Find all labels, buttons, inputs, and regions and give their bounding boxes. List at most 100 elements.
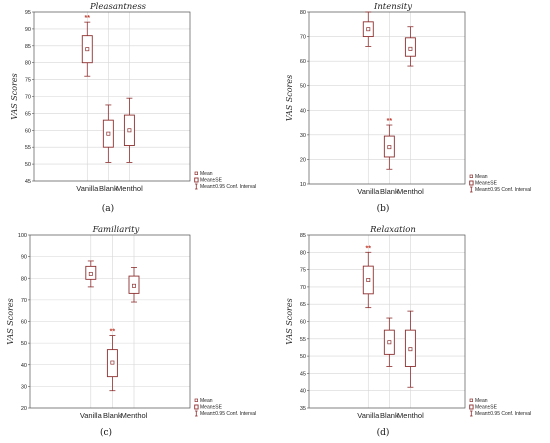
- panel-label: (d): [377, 427, 390, 438]
- chart-title: Relaxation: [369, 225, 416, 235]
- box-vanilla: **: [81, 15, 93, 77]
- y-tick-label: 50: [21, 341, 27, 347]
- x-category-label: Vanilla: [357, 411, 380, 420]
- legend-ci: Mean±0.95 Conf. Interval: [200, 411, 256, 417]
- y-tick-label: 70: [25, 95, 31, 101]
- y-tick-label: 70: [300, 35, 306, 41]
- x-category-label: Menthol: [116, 184, 143, 193]
- y-tick-label: 60: [300, 320, 306, 326]
- mean-marker: [387, 145, 392, 150]
- y-tick-label: 30: [300, 133, 306, 139]
- significance-stars: **: [387, 118, 393, 125]
- legend-mean-icon: [469, 398, 473, 402]
- legend-ci: Mean±0.95 Conf. Interval: [200, 184, 256, 190]
- x-category-label: Blank: [380, 187, 399, 196]
- y-tick-label: 80: [300, 250, 306, 256]
- box-blank: **: [383, 118, 395, 170]
- y-tick-label: 30: [21, 384, 27, 390]
- mean-marker: [132, 283, 136, 288]
- y-tick-label: 65: [300, 302, 306, 308]
- chart-title: Intensity: [373, 2, 412, 12]
- y-tick-label: 50: [300, 84, 306, 90]
- legend-mean: Mean: [200, 171, 213, 177]
- y-tick-label: 45: [300, 371, 306, 377]
- legend-se: Mean±SE: [475, 405, 498, 411]
- y-tick-label: 75: [25, 78, 31, 84]
- mean-marker: [408, 46, 413, 51]
- plot-frame: [29, 234, 191, 409]
- y-tick-label: 40: [300, 389, 306, 395]
- y-tick-label: 75: [300, 268, 306, 274]
- x-category-label: Vanilla: [76, 184, 99, 193]
- significance-stars: **: [110, 329, 116, 336]
- y-tick-label: 20: [300, 157, 306, 163]
- y-tick-label: 80: [300, 10, 306, 16]
- legend-se-icon: [194, 404, 199, 410]
- legend-mean-icon: [194, 398, 198, 402]
- y-tick-label: 100: [18, 233, 27, 239]
- y-tick-label: 90: [21, 255, 27, 261]
- legend-se: Mean±SE: [475, 181, 498, 187]
- legend-mean: Mean: [475, 398, 488, 404]
- mean-marker: [366, 278, 371, 282]
- plot-frame: [33, 11, 191, 182]
- panel-label: (b): [377, 203, 390, 214]
- y-tick-label: 80: [21, 276, 27, 282]
- box-vanilla: [85, 260, 97, 288]
- box-vanilla: [362, 11, 374, 47]
- legend-se-icon: [194, 177, 199, 183]
- chart-panel-4: Relaxation 35 40 45 50 55 60 65 70 75 80 85 VAS Scor…: [285, 225, 531, 438]
- y-tick-label: 85: [25, 44, 31, 50]
- y-tick-label: 40: [21, 363, 27, 369]
- y-tick-label: 80: [25, 61, 31, 67]
- legend-se: Mean±SE: [200, 178, 223, 184]
- box-menthol: [128, 267, 140, 303]
- x-category-label: Menthol: [121, 411, 148, 420]
- chart-panel-2: Intensity 10 20 30 40 50 60 70 80 VAS Scores Vanil…: [285, 2, 531, 214]
- y-tick-label: 95: [25, 10, 31, 16]
- plot-frame: [308, 11, 466, 185]
- plot-frame: [308, 234, 466, 409]
- y-tick-label: 55: [25, 145, 31, 151]
- y-tick-label: 50: [300, 354, 306, 360]
- y-axis-label: VAS Scores: [285, 75, 294, 121]
- x-category-label: Blank: [103, 411, 122, 420]
- y-tick-label: 50: [25, 162, 31, 168]
- chart-title: Pleasantness: [89, 2, 147, 12]
- mean-marker: [110, 360, 115, 365]
- legend-se-icon: [469, 404, 474, 410]
- box-vanilla: **: [362, 245, 374, 309]
- box-menthol: [123, 97, 135, 163]
- y-tick-label: 65: [25, 111, 31, 117]
- mean-marker: [366, 27, 371, 32]
- legend-se-icon: [469, 180, 474, 186]
- y-axis-label: VAS Scores: [6, 298, 15, 344]
- y-tick-label: 40: [300, 108, 306, 114]
- chart-panel-1: Pleasantness 45 50 55 60 65 70 75 80 85 90 95 VAS Sc…: [10, 2, 256, 214]
- mean-marker: [106, 131, 111, 136]
- box-blank: [383, 317, 395, 367]
- y-tick-label: 85: [300, 233, 306, 239]
- legend-mean-icon: [469, 174, 473, 178]
- legend-mean: Mean: [200, 398, 213, 404]
- x-category-label: Blank: [380, 411, 399, 420]
- legend-ci: Mean±0.95 Conf. Interval: [475, 187, 531, 193]
- x-category-label: Vanilla: [80, 411, 103, 420]
- legend-ci: Mean±0.95 Conf. Interval: [475, 411, 531, 417]
- x-category-label: Blank: [99, 184, 118, 193]
- mean-marker: [408, 347, 413, 352]
- y-tick-label: 35: [300, 406, 306, 412]
- y-axis-label: VAS Scores: [285, 298, 294, 344]
- significance-stars: **: [85, 15, 91, 22]
- mean-marker: [127, 128, 132, 133]
- mean-marker: [387, 340, 392, 345]
- mean-marker: [88, 271, 93, 276]
- box-blank: [102, 104, 114, 163]
- chart-panel-3: Familiarity 20 30 40 50 60 70 80 90 100 VAS Scores…: [6, 225, 256, 438]
- y-tick-label: 60: [300, 59, 306, 65]
- x-category-label: Menthol: [397, 411, 424, 420]
